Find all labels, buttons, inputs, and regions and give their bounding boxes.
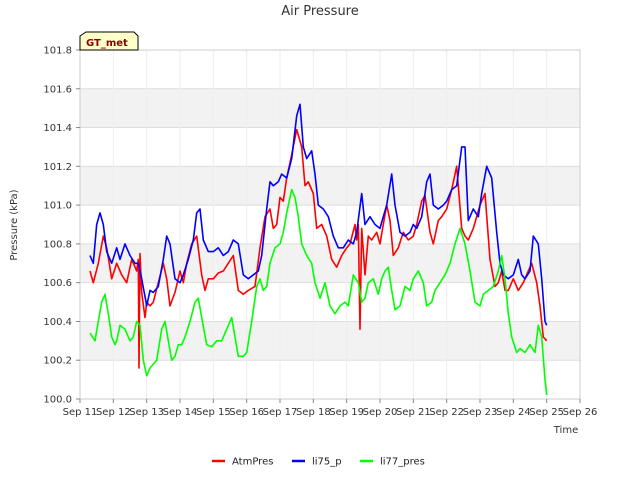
x-tick-label: Sep 25 xyxy=(529,407,564,418)
series-line-li75-p xyxy=(89,103,548,326)
background-band xyxy=(80,166,580,206)
x-tick-label: Sep 21 xyxy=(396,407,431,418)
y-tick-label: 100.0 xyxy=(43,395,72,406)
x-tick-label: Sep 14 xyxy=(163,407,198,418)
y-tick-label: 101.6 xyxy=(43,84,72,95)
legend-label: AtmPres xyxy=(232,457,273,468)
x-tick-label: Sep 20 xyxy=(363,407,398,418)
x-tick-label: Sep 22 xyxy=(429,407,464,418)
x-tick-label: Sep 18 xyxy=(296,407,331,418)
y-axis-title: Pressure (kPa) xyxy=(9,189,20,260)
plot-area xyxy=(79,49,581,400)
y-tick-label: 100.2 xyxy=(43,356,72,367)
legend-label: li77_pres xyxy=(380,457,425,468)
gt-met-badge: GT_met xyxy=(79,31,139,51)
background-band xyxy=(80,88,580,128)
y-tick-label: 100.8 xyxy=(43,239,72,250)
legend-label: li75_p xyxy=(312,457,342,468)
x-tick-label: Sep 17 xyxy=(263,407,298,418)
badge-label: GT_met xyxy=(86,38,128,49)
x-tick-label: Sep 24 xyxy=(496,407,531,418)
y-tick-label: 100.6 xyxy=(43,278,72,289)
x-tick-label: Sep 23 xyxy=(463,407,498,418)
x-tick-label: Sep 12 xyxy=(96,407,131,418)
background-bands xyxy=(80,88,580,361)
legend: AtmPres li75_p li77_pres xyxy=(212,457,425,468)
series-line-atmpres xyxy=(89,128,548,369)
x-tick-label: Sep 13 xyxy=(129,407,164,418)
x-axis-title: Time xyxy=(553,425,578,436)
y-axis-ticks: 100.0 100.2 100.4 100.6 100.8 101.0 101.2 101.4… xyxy=(43,46,80,406)
x-tick-label: Sep 15 xyxy=(196,407,231,418)
series-lines xyxy=(89,103,548,396)
badge-box xyxy=(79,31,139,51)
x-tick-label: Sep 26 xyxy=(563,407,598,418)
y-tick-label: 100.4 xyxy=(43,317,72,328)
x-tick-label: Sep 19 xyxy=(329,407,364,418)
y-tick-label: 101.4 xyxy=(43,123,72,134)
x-tick-label: Sep 11 xyxy=(63,407,98,418)
x-tick-label: Sep 16 xyxy=(229,407,264,418)
y-tick-label: 101.8 xyxy=(43,46,72,57)
background-band xyxy=(80,321,580,361)
chart-title: Air Pressure xyxy=(281,4,359,19)
series-line-li77-pres xyxy=(89,188,548,396)
y-tick-label: 101.2 xyxy=(43,162,72,173)
y-tick-label: 101.0 xyxy=(43,201,72,212)
